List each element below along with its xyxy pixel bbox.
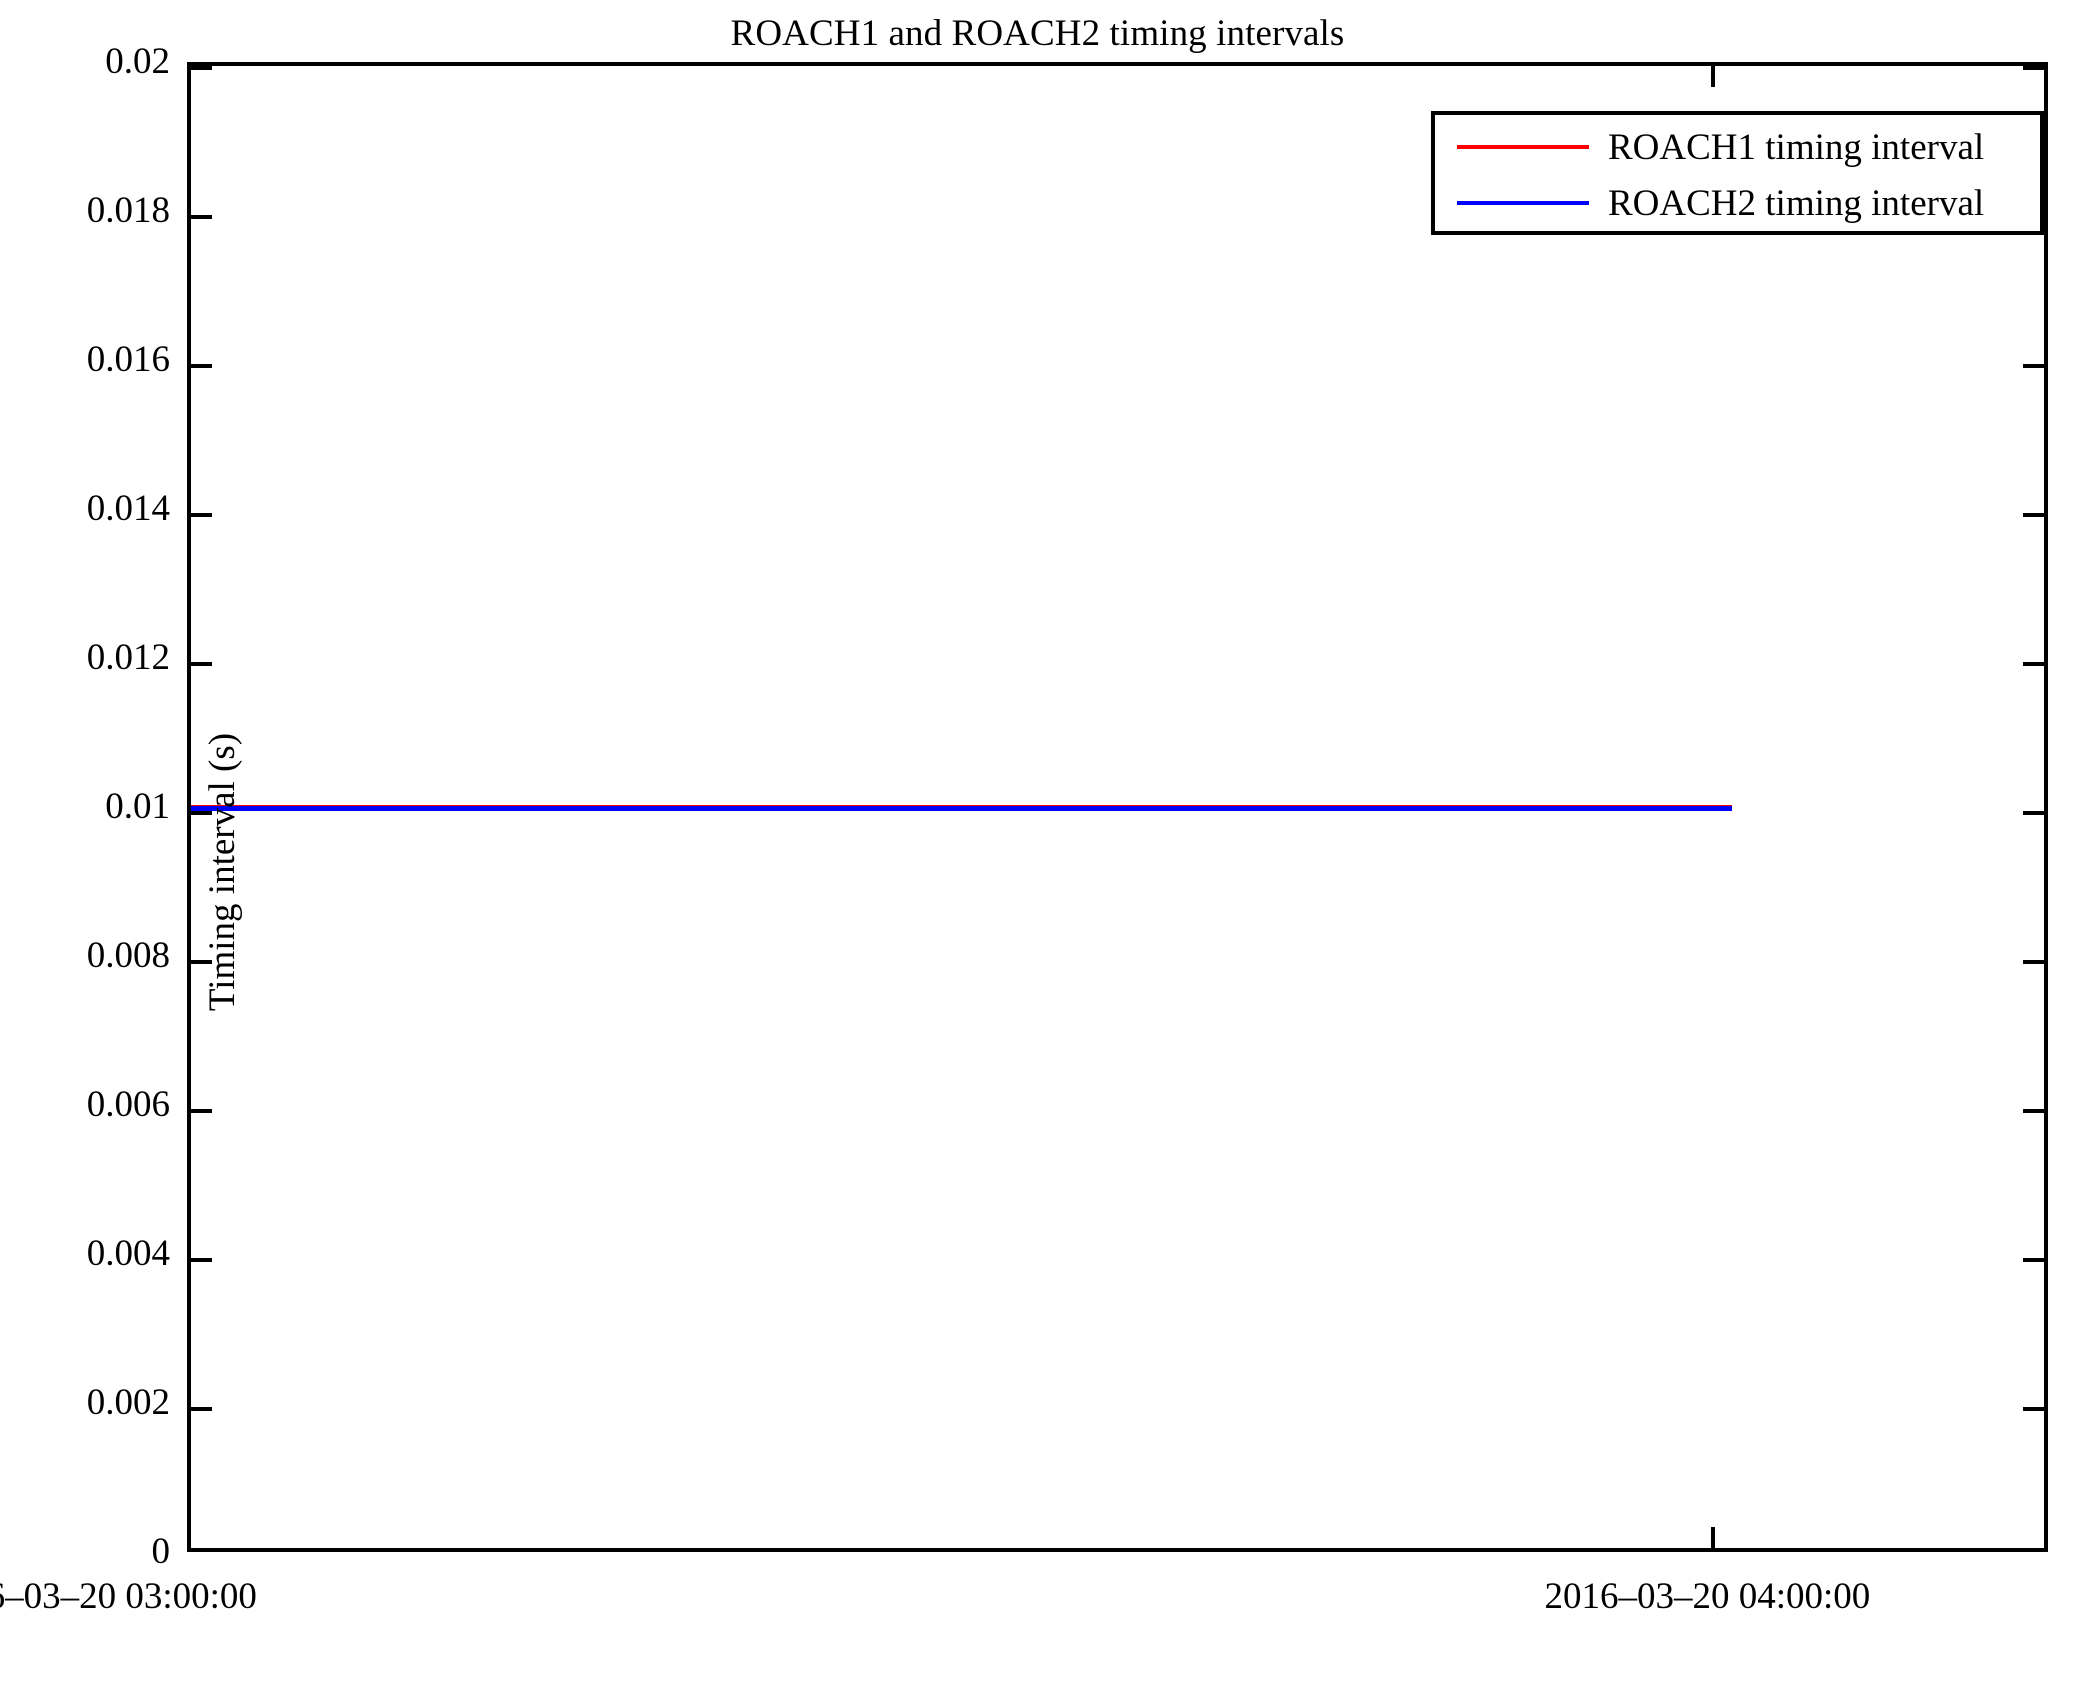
y-tick-left-0.014 (191, 513, 212, 517)
y-tick-right-0.002 (2023, 1407, 2044, 1411)
y-tick-right-0.01 (2023, 811, 2044, 815)
y-tick-left-0.018 (191, 215, 212, 219)
y-tick-right-0.012 (2023, 662, 2044, 666)
page-title: ROACH1 and ROACH2 timing intervals (730, 13, 1345, 54)
x-tick-label-left: 2016–03–20 03:00:00 (0, 1576, 257, 1617)
y-tick-left-0.02 (191, 66, 212, 70)
y-axis-title: Timing interval (s) (202, 732, 243, 1012)
y-tick-label-0.006: 0.006 (86, 1084, 170, 1125)
x-tick-bottom-04 (1711, 1527, 1716, 1548)
y-tick-left-0.004 (191, 1258, 212, 1262)
y-tick-label-0.008: 0.008 (86, 935, 170, 976)
legend-swatch-roach2-icon (1457, 201, 1589, 205)
y-tick-left-0.012 (191, 662, 212, 666)
legend[interactable]: ROACH1 timing interval ROACH2 timing int… (1431, 111, 2044, 235)
x-tick-label-right: 2016–03–20 04:00:00 (1544, 1576, 1871, 1617)
y-tick-label-0.012: 0.012 (86, 637, 170, 678)
y-tick-left-0.01 (191, 811, 212, 815)
y-tick-label-0: 0 (151, 1531, 171, 1572)
y-tick-left-0.016 (191, 364, 212, 368)
series-line-roach2 (191, 806, 1732, 811)
legend-entry-roach2[interactable]: ROACH2 timing interval (1435, 175, 2040, 231)
legend-entry-roach1[interactable]: ROACH1 timing interval (1435, 119, 2040, 175)
legend-swatch-roach1-icon (1457, 145, 1589, 149)
y-tick-right-0.02 (2023, 66, 2044, 70)
y-tick-right-0.004 (2023, 1258, 2044, 1262)
y-tick-right-0.006 (2023, 1109, 2044, 1113)
y-tick-label-0.01: 0.01 (105, 786, 170, 827)
y-tick-right-0.014 (2023, 513, 2044, 517)
legend-label-roach1: ROACH1 timing interval (1608, 126, 1985, 168)
y-tick-right-0.016 (2023, 364, 2044, 368)
y-tick-right-0.008 (2023, 960, 2044, 964)
y-tick-label-0.002: 0.002 (86, 1382, 170, 1423)
y-tick-label-0.016: 0.016 (86, 339, 170, 380)
y-tick-left-0.006 (191, 1109, 212, 1113)
x-tick-top-04 (1711, 66, 1716, 87)
y-tick-label-0.018: 0.018 (86, 190, 170, 231)
y-tick-left-0.008 (191, 960, 212, 964)
legend-label-roach2: ROACH2 timing interval (1608, 182, 1985, 224)
plot-area: ROACH1 timing interval ROACH2 timing int… (187, 62, 2048, 1552)
y-tick-label-0.004: 0.004 (86, 1233, 170, 1274)
y-tick-left-0.002 (191, 1407, 212, 1411)
y-tick-label-0.014: 0.014 (86, 488, 170, 529)
